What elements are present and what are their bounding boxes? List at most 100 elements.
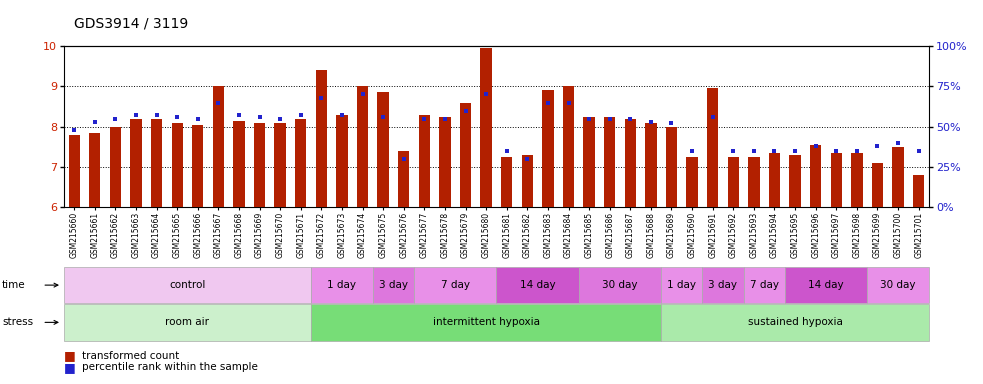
- Point: [705, 114, 721, 120]
- Bar: [584, 117, 595, 207]
- Bar: [274, 123, 286, 207]
- Point: [787, 148, 803, 154]
- Bar: [131, 119, 142, 207]
- Bar: [604, 117, 615, 207]
- Bar: [810, 145, 822, 207]
- Bar: [522, 155, 533, 207]
- Text: 3 day: 3 day: [709, 280, 737, 290]
- Point: [190, 116, 205, 122]
- Bar: [645, 123, 657, 207]
- Point: [622, 116, 638, 122]
- Bar: [377, 93, 389, 207]
- Text: room air: room air: [165, 317, 209, 328]
- Point: [870, 143, 886, 149]
- Bar: [89, 133, 100, 207]
- Point: [231, 113, 247, 119]
- Bar: [893, 147, 903, 207]
- Text: ■: ■: [64, 361, 76, 374]
- Text: 1 day: 1 day: [327, 280, 357, 290]
- Text: percentile rank within the sample: percentile rank within the sample: [82, 362, 258, 372]
- Bar: [336, 114, 348, 207]
- Text: 14 day: 14 day: [808, 280, 843, 290]
- Point: [334, 113, 350, 119]
- Point: [458, 108, 474, 114]
- Point: [314, 94, 329, 101]
- Text: stress: stress: [2, 317, 33, 328]
- Bar: [419, 114, 430, 207]
- Text: GDS3914 / 3119: GDS3914 / 3119: [74, 17, 188, 31]
- Bar: [501, 157, 512, 207]
- Text: 1 day: 1 day: [667, 280, 696, 290]
- Bar: [686, 157, 698, 207]
- Point: [169, 114, 185, 120]
- Text: ■: ■: [64, 349, 76, 362]
- Bar: [543, 90, 553, 207]
- Text: 7 day: 7 day: [440, 280, 470, 290]
- Point: [581, 116, 597, 122]
- Text: 14 day: 14 day: [520, 280, 555, 290]
- Bar: [171, 123, 183, 207]
- Text: 30 day: 30 day: [881, 280, 916, 290]
- Bar: [460, 103, 471, 207]
- Point: [519, 156, 535, 162]
- Text: transformed count: transformed count: [82, 351, 179, 361]
- Point: [746, 148, 762, 154]
- Text: control: control: [169, 280, 205, 290]
- Bar: [439, 117, 450, 207]
- Text: 7 day: 7 day: [750, 280, 779, 290]
- Point: [829, 148, 844, 154]
- Point: [355, 91, 371, 98]
- Point: [767, 148, 782, 154]
- Bar: [357, 86, 369, 207]
- Point: [498, 148, 514, 154]
- Bar: [913, 175, 924, 207]
- Point: [107, 116, 123, 122]
- Bar: [295, 119, 307, 207]
- Point: [417, 116, 433, 122]
- Bar: [151, 119, 162, 207]
- Point: [602, 116, 617, 122]
- Point: [479, 91, 494, 98]
- Bar: [563, 86, 574, 207]
- Point: [210, 99, 226, 106]
- Point: [560, 99, 576, 106]
- Bar: [789, 155, 801, 207]
- Bar: [665, 127, 677, 207]
- Text: sustained hypoxia: sustained hypoxia: [748, 317, 842, 328]
- Point: [396, 156, 412, 162]
- Text: time: time: [2, 280, 26, 290]
- Bar: [872, 163, 883, 207]
- Bar: [110, 127, 121, 207]
- Point: [808, 143, 824, 149]
- Point: [437, 116, 453, 122]
- Point: [664, 121, 679, 127]
- Bar: [769, 153, 781, 207]
- Point: [891, 140, 906, 146]
- Bar: [707, 88, 719, 207]
- Point: [272, 116, 288, 122]
- Point: [293, 113, 309, 119]
- Bar: [624, 119, 636, 207]
- Point: [725, 148, 741, 154]
- Point: [66, 127, 82, 133]
- Bar: [316, 70, 327, 207]
- Point: [376, 114, 391, 120]
- Bar: [69, 135, 80, 207]
- Point: [148, 113, 164, 119]
- Point: [643, 119, 659, 125]
- Point: [540, 99, 555, 106]
- Text: 30 day: 30 day: [603, 280, 638, 290]
- Bar: [233, 121, 245, 207]
- Point: [128, 113, 144, 119]
- Bar: [727, 157, 739, 207]
- Point: [252, 114, 267, 120]
- Bar: [192, 125, 203, 207]
- Text: intermittent hypoxia: intermittent hypoxia: [433, 317, 540, 328]
- Point: [849, 148, 865, 154]
- Text: 3 day: 3 day: [378, 280, 408, 290]
- Point: [87, 119, 102, 125]
- Bar: [748, 157, 760, 207]
- Point: [684, 148, 700, 154]
- Bar: [398, 151, 409, 207]
- Bar: [481, 48, 492, 207]
